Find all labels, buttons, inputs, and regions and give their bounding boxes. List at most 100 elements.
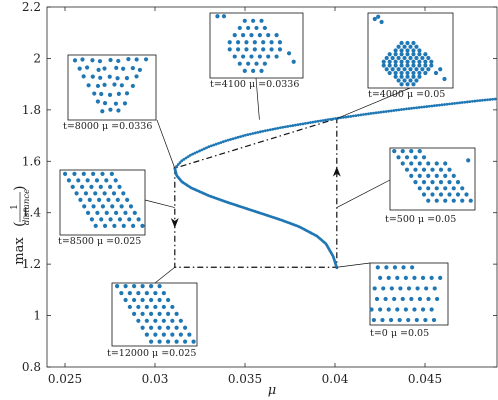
insets: t=8000 μ =0.0336 t=4100 μ =0.0336 t=4000 μ… xyxy=(58,12,476,359)
upper-branch-point xyxy=(176,163,180,166)
y-tick-label: 2.2 xyxy=(22,0,41,14)
x-tick-label: 0.03 xyxy=(142,372,169,386)
upper-branch-point xyxy=(229,138,233,141)
inset-particle xyxy=(254,61,259,66)
upper-branch-point xyxy=(389,109,393,113)
inset-particle xyxy=(161,304,166,310)
inset-particle xyxy=(387,59,392,64)
inset-particle xyxy=(113,101,119,106)
upper-branch-point xyxy=(493,97,497,101)
inset-particle xyxy=(395,275,400,280)
inset-label: t=4000 μ =0.05 xyxy=(368,89,445,100)
inset-particle xyxy=(399,59,404,64)
inset-particle xyxy=(413,180,418,185)
upper-branch-point xyxy=(271,127,275,131)
inset-particle xyxy=(429,307,434,312)
inset-connector xyxy=(144,199,175,208)
inset-particle xyxy=(378,275,383,280)
inset-particle xyxy=(405,63,410,68)
inset-particle xyxy=(426,198,431,203)
inset-particle xyxy=(468,198,473,203)
inset-particle xyxy=(97,197,102,202)
inset-particle xyxy=(399,52,404,57)
upper-branch-point xyxy=(455,101,459,105)
upper-branch-point xyxy=(382,110,386,114)
upper-branch-point xyxy=(359,113,363,117)
upper-branch-point xyxy=(486,98,489,102)
inset-particle xyxy=(411,74,416,79)
y-axis-label-paren-close: ) xyxy=(12,186,28,191)
inset-particle xyxy=(237,25,242,31)
inset-particle xyxy=(442,76,447,82)
inset-particle xyxy=(100,171,105,176)
inset-particle xyxy=(161,318,166,323)
inset-particle xyxy=(115,197,120,202)
inset-particle xyxy=(153,304,158,310)
y-axis-label-numerator: 1 xyxy=(10,204,20,210)
inset-particle xyxy=(411,48,416,53)
y-tick-label: 0.8 xyxy=(22,360,41,374)
inset-particle xyxy=(136,217,141,222)
upper-branch-point xyxy=(481,98,484,102)
upper-branch-point xyxy=(331,117,335,121)
inset-particle xyxy=(95,210,100,215)
upper-branch-point xyxy=(460,101,464,104)
inset-particle xyxy=(417,52,422,57)
inset-particle xyxy=(232,54,237,59)
inset-particle xyxy=(166,297,171,303)
inset-particle xyxy=(134,57,139,62)
inset-particle xyxy=(89,184,94,189)
x-tick-label: 0.045 xyxy=(408,372,442,386)
x-tick-label: 0.025 xyxy=(48,372,82,386)
inset-particle xyxy=(266,54,271,59)
inset-particle xyxy=(77,66,82,71)
upper-branch-point xyxy=(344,115,348,119)
inset-particle xyxy=(121,191,126,196)
upper-branch-point xyxy=(195,150,199,154)
inset-particle xyxy=(244,47,249,52)
upper-branch-point xyxy=(369,112,373,115)
upper-branch-point xyxy=(430,104,434,108)
inset-particle xyxy=(386,307,391,312)
inset-particle xyxy=(395,307,400,312)
inset-particle xyxy=(246,61,251,66)
inset-particle xyxy=(140,311,145,316)
inset-particle xyxy=(149,325,154,330)
inset-connector xyxy=(336,179,391,208)
inset-particle xyxy=(116,91,121,96)
inset-box xyxy=(367,12,454,89)
inset-particle xyxy=(274,54,279,59)
upper-branch-point xyxy=(372,111,375,115)
inset-particle xyxy=(123,210,128,215)
arrow-up xyxy=(332,166,341,177)
inset-particle xyxy=(266,33,271,38)
upper-branch-point xyxy=(266,128,270,132)
inset-particle xyxy=(405,70,410,76)
upper-branch-point xyxy=(316,119,320,123)
inset-particle xyxy=(417,70,422,76)
inset-particle xyxy=(107,92,113,97)
inset-particle xyxy=(227,40,232,45)
inset-particle xyxy=(399,40,404,46)
inset-particle xyxy=(149,284,154,289)
upper-branch-point xyxy=(427,104,431,108)
inset-particle xyxy=(63,171,68,176)
inset-particle xyxy=(227,47,232,52)
upper-branch-point xyxy=(324,118,327,122)
inset-particle xyxy=(252,47,257,52)
inset-particle xyxy=(102,191,107,196)
inset-particle xyxy=(399,48,404,53)
upper-branch-point xyxy=(468,100,472,104)
inset-particle xyxy=(153,318,158,323)
upper-branch-point xyxy=(402,107,406,111)
upper-branch-point xyxy=(425,105,429,108)
inset-particle xyxy=(269,40,274,45)
inset-particle xyxy=(447,180,452,185)
inset-particle xyxy=(137,67,142,73)
inset-particle xyxy=(157,325,162,330)
inset-particle xyxy=(399,63,404,68)
inset-particle xyxy=(399,74,404,79)
inset-particle xyxy=(107,74,112,79)
upper-branch-point xyxy=(281,125,285,129)
upper-branch-point xyxy=(276,126,280,130)
